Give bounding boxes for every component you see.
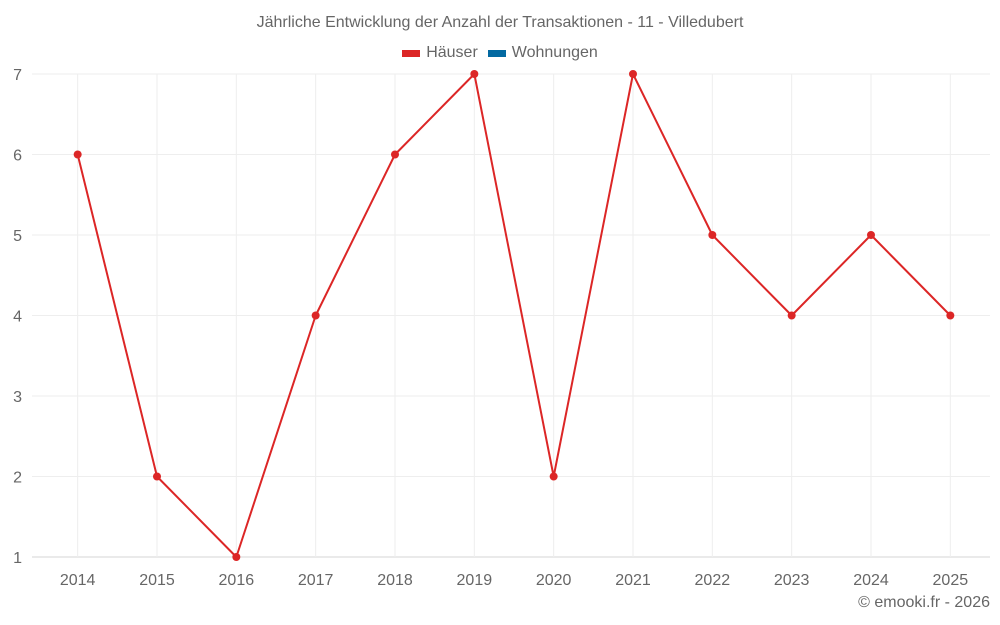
x-axis: 2014 2015 2016 2017 2018 2019 2020 2021 2022 2023… [60, 572, 968, 589]
y-axis: 1 2 3 4 5 6 7 [13, 67, 22, 567]
y-tick-label: 5 [13, 228, 22, 245]
x-tick-label: 2025 [933, 572, 969, 589]
x-tick-label: 2017 [298, 572, 334, 589]
data-point[interactable] [311, 311, 320, 320]
y-tick-label: 4 [13, 309, 22, 326]
data-point[interactable] [153, 472, 161, 481]
x-tick-label: 2024 [853, 572, 889, 589]
legend-swatch-haeuser [402, 49, 421, 57]
x-tick-label: 2019 [457, 572, 493, 589]
data-point[interactable] [867, 231, 875, 239]
x-tick-label: 2016 [219, 572, 255, 589]
y-tick-label: 2 [13, 470, 22, 487]
y-tick-label: 6 [13, 148, 22, 165]
data-point[interactable] [629, 70, 637, 78]
data-point[interactable] [946, 311, 955, 320]
grid-lines [32, 73, 990, 558]
legend-label-haeuser: Häuser [426, 44, 478, 61]
series-haeuser [73, 70, 955, 561]
data-point[interactable] [470, 70, 479, 78]
x-tick-label: 2020 [536, 572, 572, 589]
legend-item-haeuser[interactable]: Häuser [402, 44, 478, 62]
y-tick-label: 7 [13, 67, 22, 84]
legend-item-wohnungen[interactable]: Wohnungen [487, 44, 598, 62]
x-tick-label: 2023 [774, 572, 810, 589]
data-point[interactable] [391, 150, 399, 159]
credit-text: © emooki.fr - 2026 [858, 594, 990, 611]
legend-label-wohnungen: Wohnungen [511, 44, 598, 61]
x-tick-label: 2018 [377, 572, 413, 589]
x-tick-label: 2022 [695, 572, 731, 589]
data-point[interactable] [232, 553, 241, 561]
chart-title: Jährliche Entwicklung der Anzahl der Tra… [256, 14, 744, 31]
data-point[interactable] [787, 311, 796, 320]
chart-legend: Häuser Wohnungen [0, 44, 1000, 62]
data-point[interactable] [549, 472, 558, 481]
y-tick-label: 1 [13, 550, 22, 567]
y-tick-label: 3 [13, 389, 22, 406]
legend-swatch-wohnungen [487, 49, 506, 57]
x-tick-label: 2015 [139, 572, 175, 589]
data-point[interactable] [73, 150, 82, 159]
data-point[interactable] [708, 231, 717, 239]
x-tick-label: 2014 [60, 572, 96, 589]
x-tick-label: 2021 [615, 572, 651, 589]
